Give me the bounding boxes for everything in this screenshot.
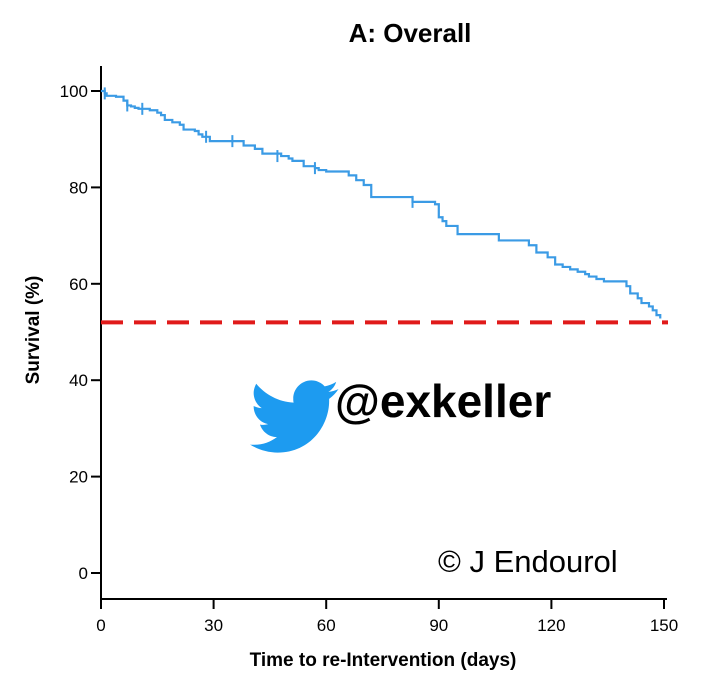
x-axis-title: Time to re-Intervention (days) (250, 650, 517, 671)
x-tick-label: 90 (429, 616, 448, 635)
x-tick-label: 30 (204, 616, 223, 635)
series-layer (101, 87, 668, 325)
y-tick-label: 80 (69, 178, 88, 197)
y-tick-label: 40 (69, 371, 88, 390)
x-tick-label: 120 (537, 616, 565, 635)
survival-curve (101, 89, 662, 319)
x-tick-label: 60 (317, 616, 336, 635)
y-tick-label: 60 (69, 275, 88, 294)
y-tick-label: 20 (69, 468, 88, 487)
twitter-handle: @exkeller (335, 375, 551, 427)
x-ticks: 0 30 60 90 120 150 (96, 599, 678, 635)
twitter-bird-icon (249, 380, 339, 453)
x-tick-label: 0 (96, 616, 105, 635)
y-tick-label: 0 (79, 564, 88, 583)
copyright-notice: © J Endourol (438, 544, 618, 579)
x-tick-label: 150 (650, 616, 678, 635)
y-ticks: 0 20 40 60 80 100 (60, 82, 101, 583)
plot-area: 0 20 40 60 80 100 0 30 60 90 120 150 (60, 66, 678, 635)
y-axis-title: Survival (%) (23, 276, 44, 385)
chart-title: A: Overall (349, 18, 472, 48)
y-tick-label: 100 (60, 82, 88, 101)
